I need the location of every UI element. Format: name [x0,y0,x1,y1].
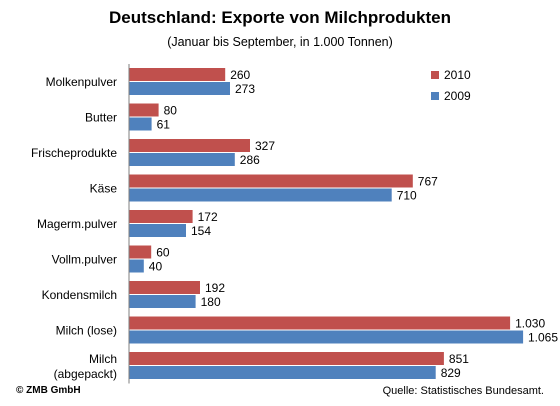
bar-2010 [129,245,152,259]
value-label-2009: 273 [235,82,255,96]
value-label-2010: 1.030 [515,317,545,331]
value-label-2010: 80 [164,104,178,118]
bar-2010 [129,352,444,365]
chart-subtitle: (Januar bis September, in 1.000 Tonnen) [167,35,393,49]
category-label: Vollm.pulver [52,252,117,266]
copyright-label: © ZMB GmbH [16,385,81,396]
value-label-2010: 767 [418,175,438,189]
value-label-2009: 40 [149,260,163,274]
value-label-2010: 851 [449,352,469,366]
bar-2010 [129,103,159,117]
bar-2010 [129,316,511,330]
bar-2009 [129,153,235,166]
bar-2009 [129,117,152,131]
bar-2010 [129,68,226,81]
category-label: Kondensmilch [42,288,117,302]
bar-2009 [129,259,144,273]
value-label-2010: 172 [198,210,218,224]
bar-2009 [129,82,230,95]
bar-2009 [129,295,196,308]
category-label: Milch (lose) [56,323,117,337]
value-label-2009: 829 [441,366,461,380]
value-label-2010: 327 [255,139,275,153]
bar-2010 [129,281,200,294]
value-label-2010: 60 [156,246,170,260]
category-label: Frischeprodukte [31,146,117,160]
value-label-2010: 192 [205,281,225,295]
value-label-2009: 154 [191,224,211,238]
bar-2009 [129,224,186,237]
bar-2010 [129,210,193,223]
category-label: Molkenpulver [46,75,117,89]
category-label: Käse [90,181,118,195]
category-label: Milch (abgepackt) [54,352,117,381]
chart-title: Deutschland: Exporte von Milchprodukten [109,8,451,27]
value-label-2009: 1.065 [528,331,558,345]
category-label: Butter [85,110,117,124]
legend-label-2009: 2009 [444,89,471,103]
value-label-2009: 180 [201,295,221,309]
bar-2009 [129,188,392,202]
value-label-2009: 710 [397,189,417,203]
bar-2010 [129,139,250,152]
legend-label-2010: 2010 [444,68,471,82]
value-label-2009: 286 [240,153,260,167]
legend-swatch-2009 [431,92,439,100]
bar-2009 [129,366,436,379]
source-label: Quelle: Statistisches Bundesamt. [382,385,544,397]
value-label-2009: 61 [157,118,171,132]
category-label: Magerm.pulver [37,217,117,231]
legend-swatch-2010 [431,71,439,79]
bar-2009 [129,330,524,344]
bar-2010 [129,174,413,188]
value-label-2010: 260 [230,68,250,82]
